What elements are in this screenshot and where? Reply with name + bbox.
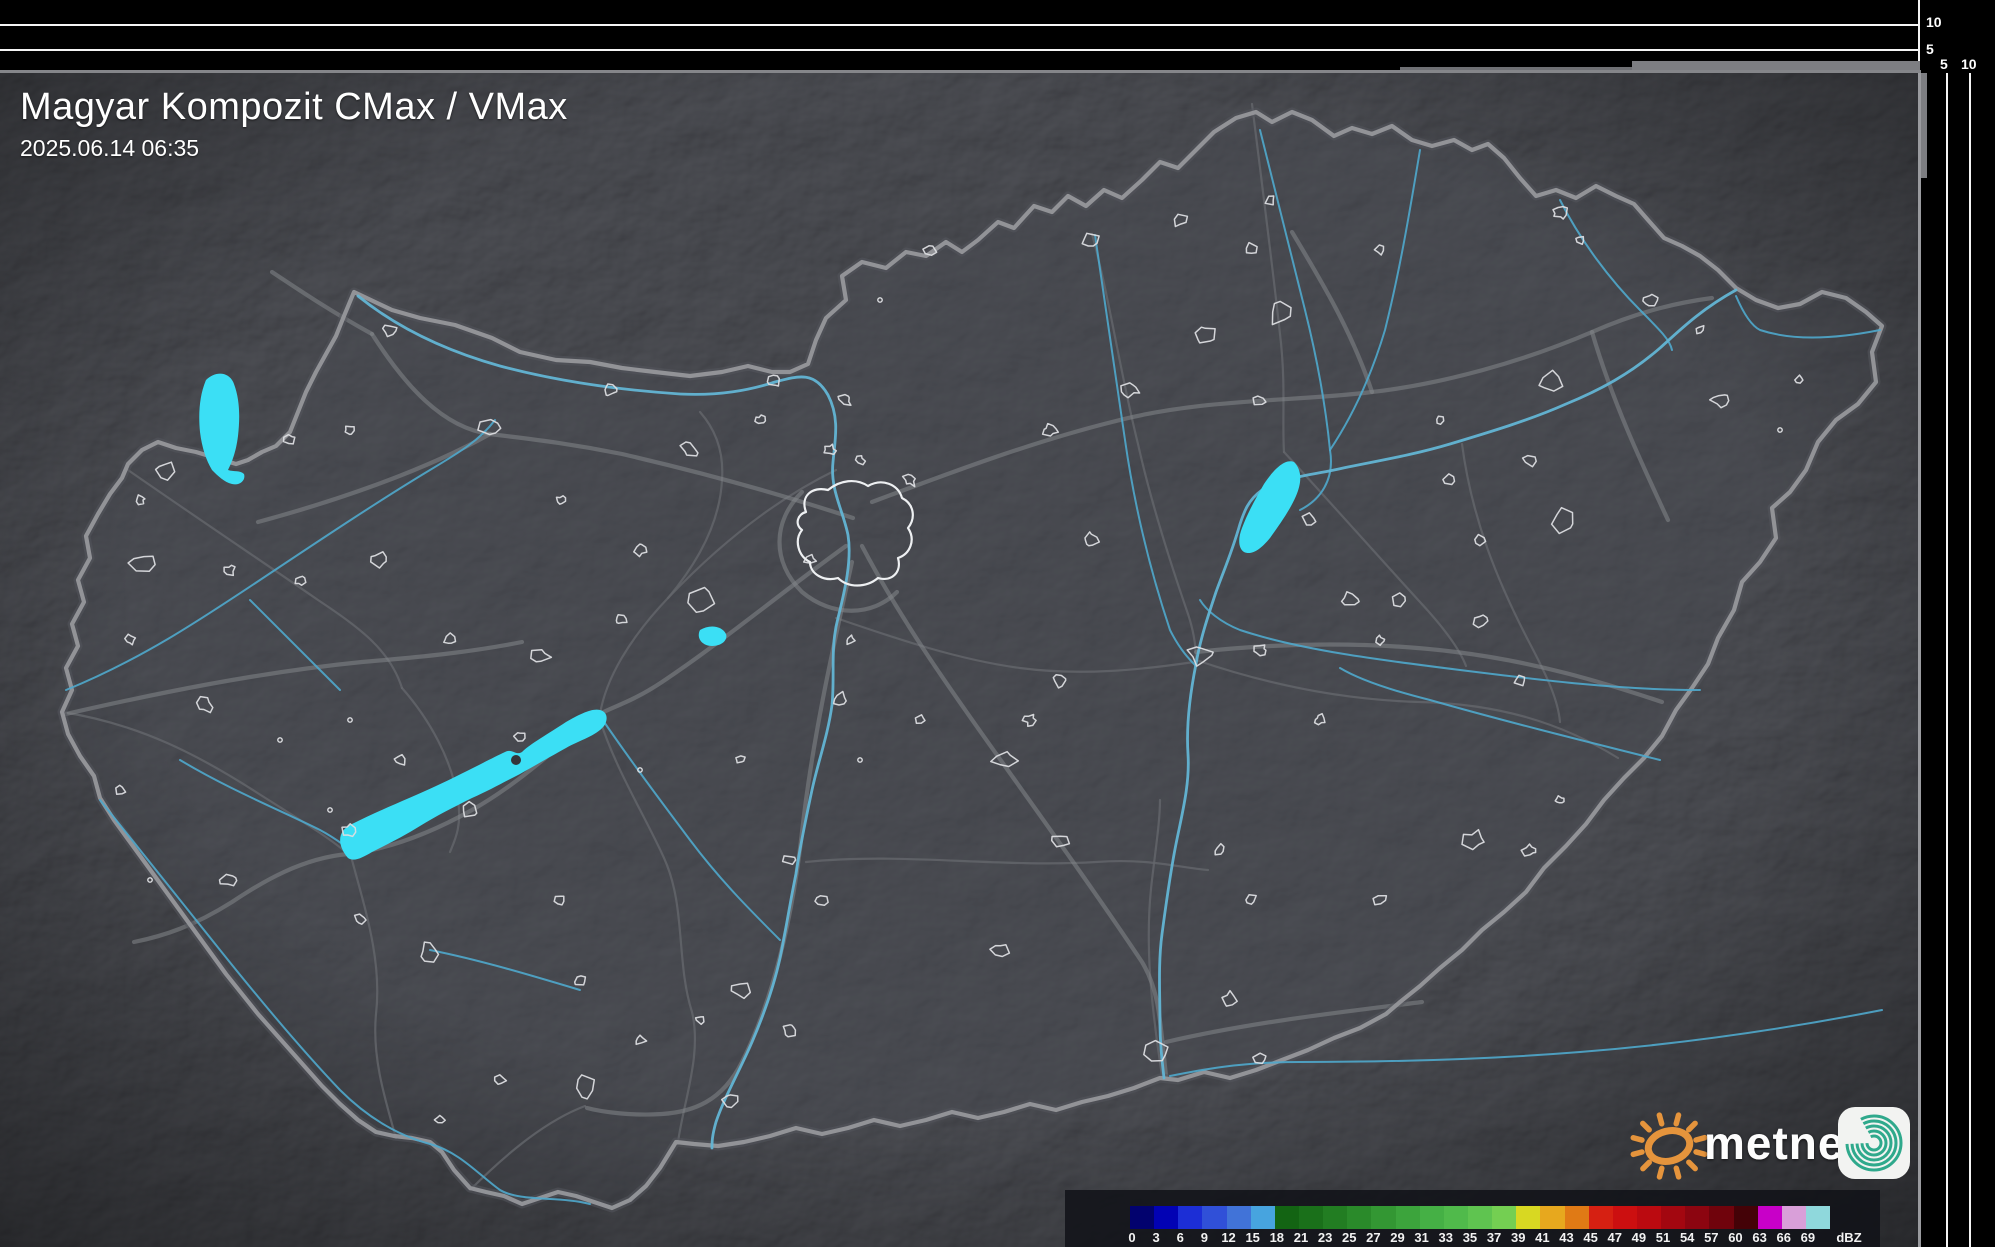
legend-tick: 69: [1800, 1230, 1816, 1245]
legend-segment: [1733, 1206, 1758, 1229]
dbz-tick-labels: 0 3 6 9 12 15 18 21 23 25 27 29 31 33 35 37 39 41 43 45 47 49…: [1128, 1230, 1870, 1246]
legend-segment: [1805, 1206, 1831, 1229]
legend-tick: 3: [1152, 1230, 1160, 1245]
legend-tick: 23: [1317, 1230, 1333, 1245]
dbz-color-scale: [1130, 1206, 1831, 1229]
legend-tick: 15: [1245, 1230, 1260, 1245]
legend-tick: 57: [1704, 1230, 1719, 1245]
terrain-profile-bar-top-low: [1400, 67, 1632, 70]
legend-segment: [1298, 1206, 1324, 1229]
legend-segment: [1371, 1206, 1396, 1229]
legend-segment: [1661, 1206, 1686, 1229]
legend-tick: 18: [1269, 1230, 1285, 1245]
legend-segment: [1612, 1206, 1637, 1229]
header: Magyar Kompozit CMax / VMax 2025.06.14 0…: [20, 72, 568, 162]
legend-tick: 39: [1510, 1230, 1526, 1245]
legend-tick: 33: [1438, 1230, 1454, 1245]
legend-segment: [1781, 1206, 1806, 1229]
panel-corner-divider: [1918, 0, 1920, 71]
legend-tick: 47: [1607, 1230, 1622, 1245]
sun-logo-icon: [1630, 1112, 1708, 1180]
timestamp: 2025.06.14 06:35: [20, 135, 200, 161]
legend-tick: 6: [1176, 1230, 1184, 1245]
legend-tick: 35: [1462, 1230, 1478, 1245]
legend-tick: 9: [1200, 1230, 1209, 1245]
height-gridline-5km-right: [1946, 73, 1948, 1247]
legend-segment: [1202, 1206, 1227, 1229]
legend-tick: 45: [1583, 1230, 1598, 1245]
legend-tick: 27: [1366, 1230, 1381, 1245]
height-gridline-5km: [0, 49, 1919, 51]
legend-tick: 21: [1293, 1230, 1309, 1245]
legend-segment: [1154, 1206, 1179, 1229]
legend-segment: [1419, 1206, 1444, 1229]
legend-segment: [1178, 1206, 1203, 1229]
dbz-legend-panel: 0 3 6 9 12 15 18 21 23 25 27 29 31 33 35 37 39 41 43 45 47 49…: [1065, 1190, 1880, 1247]
legend-segment: [1516, 1206, 1541, 1229]
legend-tick: 31: [1414, 1230, 1429, 1245]
legend-tick: 29: [1390, 1230, 1405, 1245]
legend-tick: 60: [1728, 1230, 1743, 1245]
legend-segment: [1226, 1206, 1251, 1229]
legend-segment: [1757, 1206, 1782, 1229]
legend-tick: 43: [1559, 1230, 1574, 1245]
legend-unit-label: dBZ: [1836, 1230, 1862, 1245]
height-gridline-10km-right: [1969, 73, 1971, 1247]
legend-segment: [1564, 1206, 1589, 1229]
vmax-top-profile-panel: [0, 0, 1995, 71]
legend-segment: [1130, 1206, 1155, 1229]
legend-tick: 63: [1752, 1230, 1767, 1245]
legend-tick: 54: [1679, 1230, 1695, 1245]
legend-segment: [1540, 1206, 1565, 1229]
metnet-app-icon: [1838, 1107, 1910, 1179]
vmax-right-profile-panel: [1921, 0, 1995, 1247]
legend-segment: [1709, 1206, 1734, 1229]
legend-segment: [1250, 1206, 1275, 1229]
top-axis-label-5: 5: [1926, 41, 1934, 57]
metnet-wordmark: metnet: [1704, 1117, 1861, 1169]
legend-segment: [1685, 1206, 1710, 1229]
terrain-profile-bar-right: [1921, 73, 1927, 178]
corner-axis-label-5: 5: [1940, 56, 1948, 72]
legend-segment: [1323, 1206, 1348, 1229]
terrain-profile-bar-top-high: [1632, 61, 1920, 70]
legend-segment: [1636, 1206, 1662, 1229]
legend-segment: [1443, 1206, 1468, 1229]
legend-tick: 25: [1342, 1230, 1357, 1245]
corner-axis-label-10: 10: [1961, 56, 1977, 72]
metnet-branding: metnet: [1628, 1098, 1913, 1186]
legend-tick: 66: [1776, 1230, 1791, 1245]
legend-segment: [1492, 1206, 1517, 1229]
legend-tick: 41: [1535, 1230, 1550, 1245]
legend-tick: 49: [1631, 1230, 1647, 1245]
legend-tick: 37: [1486, 1230, 1502, 1245]
map-top-border: [0, 70, 1921, 73]
legend-segment: [1467, 1206, 1493, 1229]
map-right-border: [1918, 73, 1921, 1247]
page-title: Magyar Kompozit CMax / VMax: [20, 86, 568, 128]
top-axis-label-10: 10: [1926, 14, 1942, 30]
legend-segment: [1274, 1206, 1299, 1229]
legend-segment: [1588, 1206, 1613, 1229]
legend-tick: 51: [1655, 1230, 1671, 1245]
legend-tick: 0: [1128, 1230, 1136, 1245]
legend-tick: 12: [1221, 1230, 1236, 1245]
legend-segment: [1395, 1206, 1420, 1229]
legend-segment: [1347, 1206, 1372, 1229]
height-gridline-10km: [0, 24, 1919, 26]
